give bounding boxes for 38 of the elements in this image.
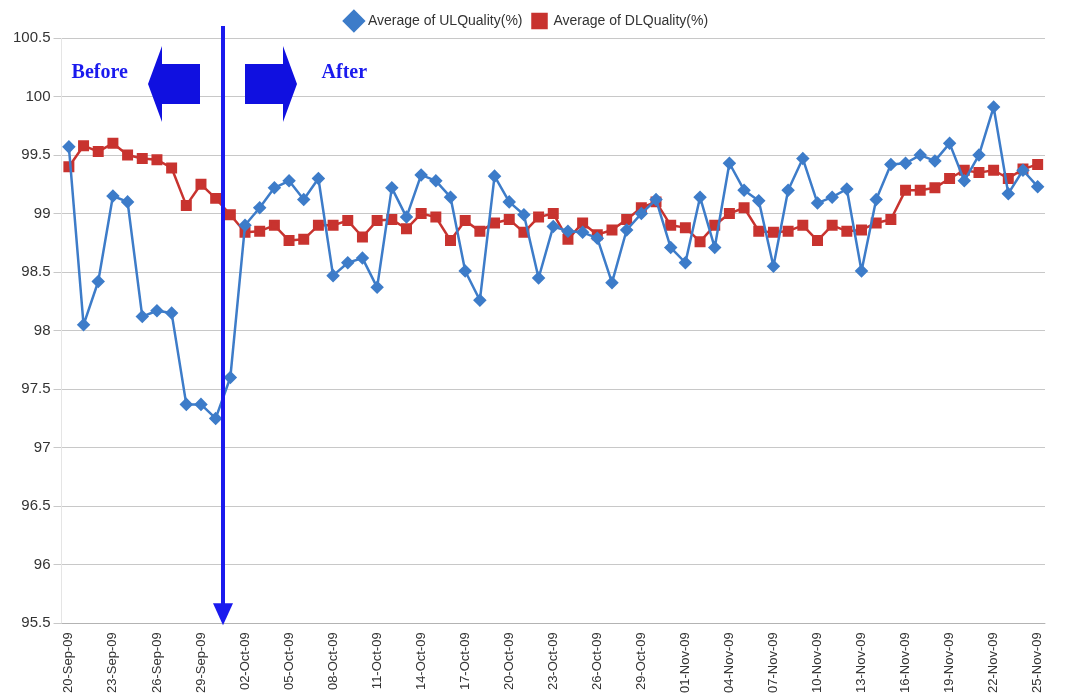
y-tick-label: 98.5 <box>21 262 51 280</box>
x-tick-label: 11-Oct-09 <box>368 632 384 690</box>
y-tick-label: 99 <box>33 203 51 221</box>
x-tick-label: 16-Nov-09 <box>897 632 913 693</box>
x-tick-label: 04-Nov-09 <box>720 632 736 693</box>
x-tick-label: 13-Nov-09 <box>853 632 869 693</box>
x-tick-label: 01-Nov-09 <box>676 632 692 693</box>
x-tick-label: 05-Oct-09 <box>280 632 296 691</box>
x-tick-label: 26-Oct-09 <box>588 632 604 691</box>
x-tick-label: 25-Nov-09 <box>1029 632 1045 693</box>
x-tick-label: 07-Nov-09 <box>765 632 781 693</box>
y-tick-label: 96.5 <box>21 496 51 514</box>
x-tick-label: 19-Nov-09 <box>941 632 957 693</box>
x-tick-label: 22-Nov-09 <box>985 632 1001 693</box>
x-tick-label: 29-Oct-09 <box>632 632 648 691</box>
x-tick-label: 23-Sep-09 <box>104 632 120 694</box>
annotation: Before <box>71 60 128 83</box>
legend-label: Average of DLQuality(%) <box>553 11 709 28</box>
x-tick-label: 23-Oct-09 <box>544 632 560 691</box>
y-tick-label: 97.5 <box>21 379 51 397</box>
x-tick-label: 20-Sep-09 <box>60 632 76 694</box>
x-tick-label: 29-Sep-09 <box>192 632 208 694</box>
x-tick-label: 10-Nov-09 <box>809 632 825 693</box>
x-tick-label: 14-Oct-09 <box>412 632 428 691</box>
x-tick-label: 02-Oct-09 <box>236 632 252 691</box>
x-tick-label: 08-Oct-09 <box>324 632 340 691</box>
annotation: After <box>321 60 368 83</box>
x-tick-label: 26-Sep-09 <box>148 632 164 694</box>
legend-label: Average of ULQuality(%) <box>367 11 523 28</box>
y-tick-label: 96 <box>33 554 51 572</box>
x-tick-label: 17-Oct-09 <box>456 632 472 691</box>
y-tick-label: 99.5 <box>21 145 51 163</box>
y-tick-label: 95.5 <box>21 613 51 631</box>
y-tick-label: 98 <box>33 320 51 338</box>
x-tick-label: 20-Oct-09 <box>500 632 516 691</box>
y-tick-label: 100.5 <box>12 28 51 46</box>
y-tick-label: 100 <box>25 86 51 104</box>
y-tick-label: 97 <box>33 437 51 455</box>
